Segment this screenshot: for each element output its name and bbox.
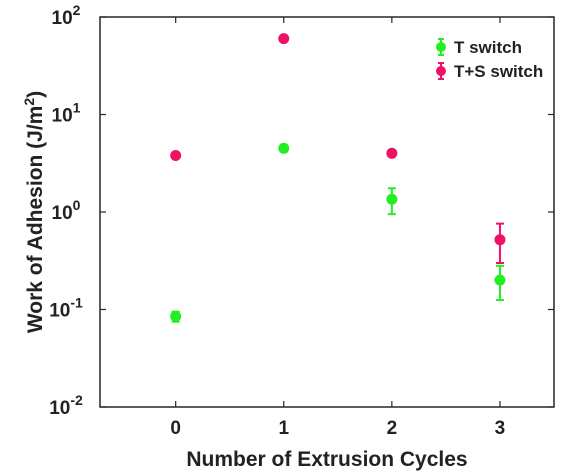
x-tick-label: 1 (278, 418, 289, 439)
y-tick-label: 100 (52, 197, 81, 224)
point-ts-switch (170, 149, 182, 161)
x-axis-label: Number of Extrusion Cycles (186, 448, 467, 471)
y-axis-ticks: 10-2 10-1 100 101 102 (49, 2, 554, 419)
point-ts-switch (278, 33, 290, 45)
y-tick-label: 10-2 (49, 392, 83, 419)
legend-item-t-switch: T switch (436, 38, 522, 57)
x-tick-label: 0 (170, 418, 181, 439)
y-tick-label: 102 (52, 2, 81, 29)
y-axis-label: Work of Adhesion (J/m2) (21, 91, 47, 333)
data-points (170, 33, 506, 323)
point-ts-switch (386, 147, 398, 159)
legend-item-ts-switch: T+S switch (436, 62, 543, 81)
point-t-switch (386, 193, 398, 205)
x-axis-ticks: 0 1 2 3 (170, 17, 505, 439)
legend-label-t-switch: T switch (454, 38, 522, 57)
legend-marker-ts-switch (436, 66, 446, 76)
x-tick-label: 3 (495, 418, 506, 439)
legend-label-ts-switch: T+S switch (454, 62, 543, 81)
y-tick-label: 10-1 (49, 295, 83, 322)
point-t-switch (278, 142, 290, 154)
y-tick-label: 101 (52, 100, 81, 127)
x-tick-label: 2 (387, 418, 398, 439)
point-ts-switch (494, 234, 506, 246)
legend-marker-t-switch (436, 42, 446, 52)
legend: T switch T+S switch (436, 38, 543, 81)
point-t-switch (170, 310, 182, 322)
point-t-switch (494, 274, 506, 286)
